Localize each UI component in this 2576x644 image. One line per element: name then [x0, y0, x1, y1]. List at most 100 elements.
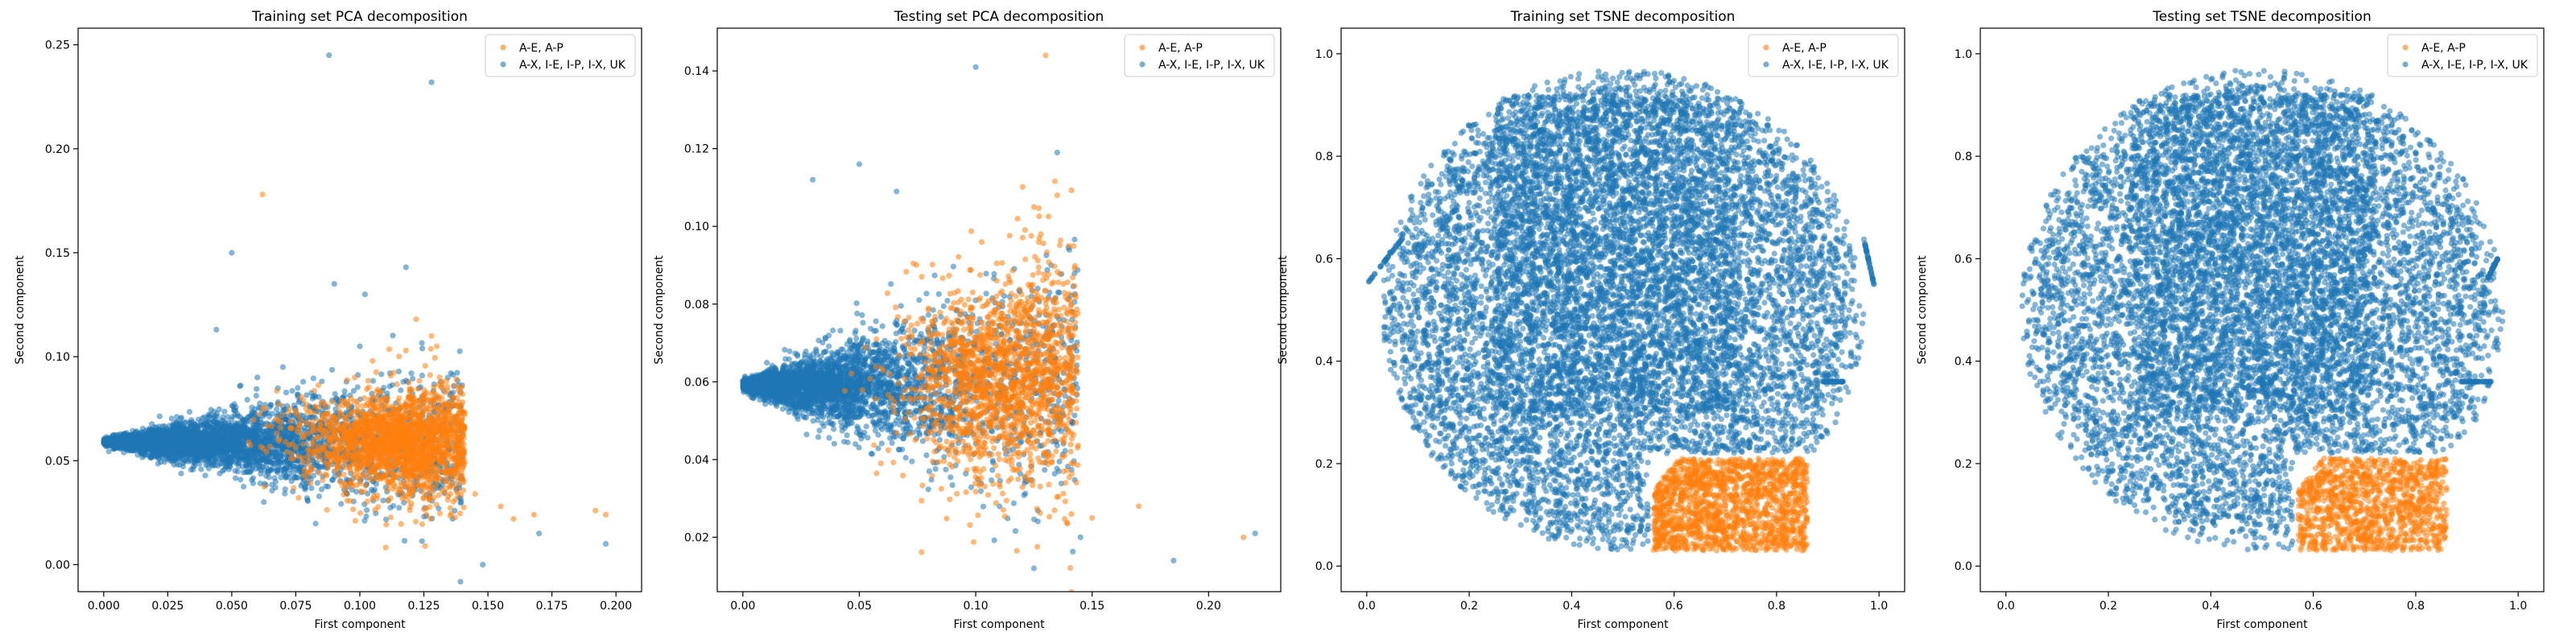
scatter-point-blue — [457, 579, 464, 585]
scatter-point-blue — [283, 465, 290, 472]
scatter-point-orange — [295, 494, 302, 502]
scatter-point-blue — [398, 387, 404, 394]
scatter-point-blue — [216, 452, 222, 459]
scatter-point-blue — [354, 384, 361, 390]
scatter-point-blue — [221, 408, 228, 415]
scatter-point-blue — [250, 448, 257, 455]
scatter-point-blue — [205, 454, 212, 460]
scatter-point-blue — [253, 392, 259, 399]
scatter-point-orange — [364, 498, 370, 505]
scatter-point-blue — [363, 513, 369, 520]
scatter-point-blue — [228, 436, 234, 442]
scatter-point-blue — [283, 434, 290, 440]
scatter-point-blue — [310, 375, 316, 382]
scatter-point-orange — [344, 377, 350, 383]
scatter-point-blue — [350, 388, 357, 394]
scatter-point-blue — [142, 436, 150, 442]
scatter-point-blue — [117, 439, 123, 445]
scatter-point-blue — [206, 413, 213, 419]
scatter-point-blue — [206, 445, 213, 452]
scatter-point-blue — [237, 477, 244, 483]
scatter-point-blue — [269, 487, 275, 494]
scatter-point-blue — [191, 438, 197, 445]
scatter-point-blue — [143, 452, 150, 458]
scatter-point-blue — [205, 418, 212, 424]
scatter-point-blue — [331, 281, 337, 287]
scatter-point-blue — [250, 458, 257, 465]
scatter-point-blue — [178, 470, 184, 477]
scatter-point-blue — [309, 395, 316, 402]
scatter-point-blue — [244, 456, 250, 462]
scatter-point-blue — [225, 420, 232, 427]
scatter-point-blue — [281, 407, 287, 413]
scatter-point-blue — [192, 451, 199, 457]
scatter-point-blue — [164, 438, 171, 445]
scatter-point-blue — [386, 383, 393, 390]
scatter-point-blue — [246, 428, 254, 435]
scatter-point-blue — [262, 437, 268, 444]
scatter-point-blue — [202, 473, 208, 479]
scatter-point-orange — [287, 418, 294, 424]
scatter-point-blue — [192, 457, 199, 464]
scatter-point-blue — [448, 369, 454, 377]
scatter-point-blue — [109, 437, 116, 444]
scatter-point-blue — [198, 431, 204, 438]
scatter-point-blue — [147, 428, 153, 435]
scatter-point-blue — [274, 406, 280, 413]
scatter-point-blue — [223, 463, 229, 469]
scatter-point-blue — [200, 421, 207, 427]
scatter-point-blue — [361, 291, 368, 298]
scatter-point-blue — [361, 518, 368, 524]
scatter-point-blue — [247, 469, 254, 476]
scatter-point-blue — [241, 483, 247, 490]
scatter-point-blue — [457, 500, 464, 506]
chart-panel-1: 0.000 0.025 0.050 0.075 0.100 0.125 0.150 0.175… — [14, 9, 642, 631]
scatter-point-blue — [191, 443, 197, 450]
scatter-point-blue — [156, 413, 163, 419]
scatter-point-blue — [294, 464, 300, 470]
scatter-point-orange — [315, 382, 322, 389]
scatter-point-blue — [223, 426, 229, 432]
scatter-point-blue — [135, 444, 142, 451]
scatter-point-blue — [428, 79, 435, 85]
scatter-point-blue — [319, 378, 325, 385]
scatter-point-blue — [235, 425, 242, 432]
scatter-point-blue — [249, 404, 255, 411]
scatter-point-blue — [310, 473, 316, 479]
scatter-point-blue — [353, 489, 360, 495]
scatter-point-orange — [460, 487, 467, 493]
scatter-point-blue — [155, 455, 162, 461]
scatter-point-orange — [300, 459, 307, 465]
scatter-point-orange — [320, 477, 326, 484]
scatter-point-blue — [213, 441, 219, 448]
scatter-point-blue — [283, 426, 289, 432]
scatter-point-blue — [230, 455, 237, 461]
scatter-point-blue — [122, 438, 128, 444]
scatter-point-blue — [259, 452, 266, 458]
scatter-point-blue — [419, 340, 425, 346]
scatter-point-blue — [213, 326, 220, 333]
scatter-point-blue — [302, 486, 308, 493]
scatter-point-blue — [232, 442, 238, 449]
scatter-point-blue — [304, 497, 311, 503]
scatter-point-blue — [225, 414, 231, 420]
scatter-point-blue — [188, 423, 195, 430]
scatter-point-blue — [266, 474, 272, 481]
scatter-point-blue — [409, 375, 416, 382]
scatter-point-blue — [288, 478, 295, 485]
scatter-point-blue — [276, 461, 283, 468]
scatter-point-blue — [122, 431, 128, 437]
scatter-point-orange — [266, 444, 273, 450]
scatter-point-blue — [419, 345, 426, 352]
scatter-point-blue — [234, 469, 241, 475]
scatter-point-blue — [279, 364, 287, 370]
scatter-point-blue — [221, 449, 228, 456]
scatter-point-orange — [292, 444, 299, 452]
scatter-point-orange — [336, 402, 342, 409]
scatter-point-blue — [326, 52, 332, 59]
scatter-point-blue — [402, 538, 408, 544]
scatter-point-orange — [274, 387, 280, 394]
scatter-point-blue — [287, 460, 293, 467]
scatter-point-blue — [211, 408, 217, 415]
scatter-point-blue — [177, 453, 184, 460]
